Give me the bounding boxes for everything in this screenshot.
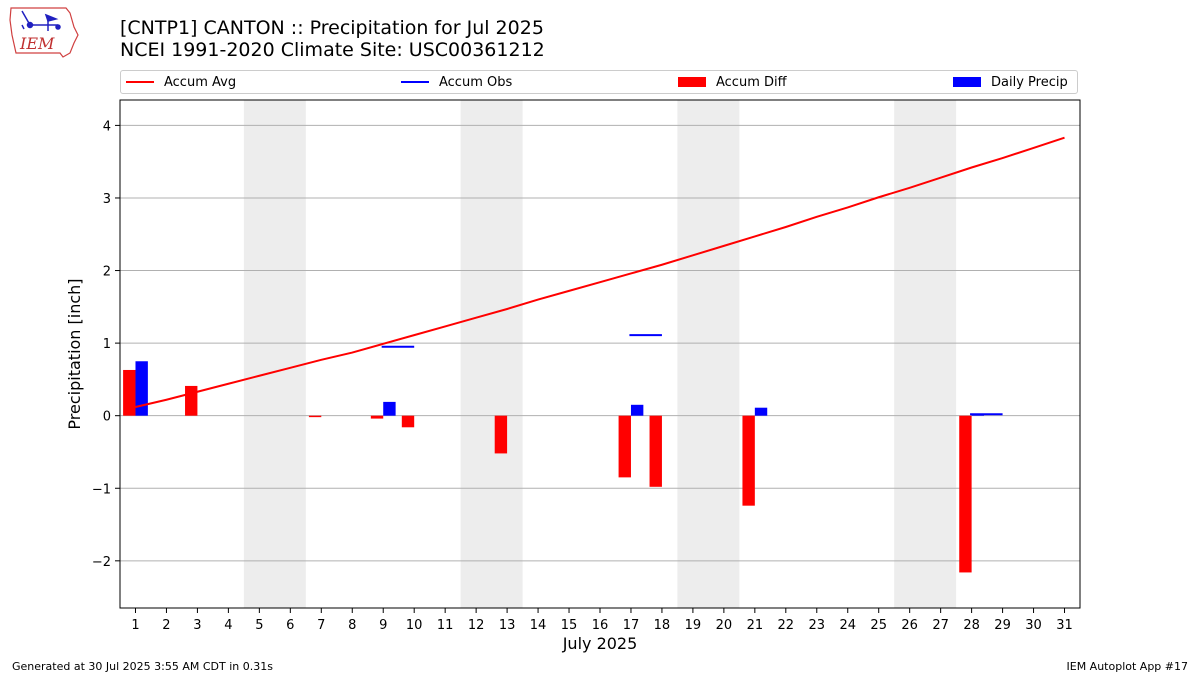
daily-precip-bar xyxy=(754,407,768,416)
accum-diff-bar xyxy=(649,415,662,487)
legend-item-accum-obs: Accum Obs xyxy=(401,71,512,93)
generated-timestamp: Generated at 30 Jul 2025 3:55 AM CDT in … xyxy=(12,660,273,673)
x-tick-label: 17 xyxy=(623,618,640,633)
x-tick-label: 8 xyxy=(348,618,356,633)
accum-diff-bar xyxy=(308,415,322,418)
x-tick-label: 10 xyxy=(406,618,423,633)
weekend-shading xyxy=(894,100,957,608)
x-tick-label: 14 xyxy=(530,618,547,633)
title-line-2: NCEI 1991-2020 Climate Site: USC00361212 xyxy=(120,39,545,61)
x-tick-label: 22 xyxy=(778,618,795,633)
x-tick-label: 5 xyxy=(255,618,263,633)
y-tick-label: 2 xyxy=(103,265,111,280)
accum-diff-bar xyxy=(401,415,415,428)
x-tick-label: 6 xyxy=(286,618,294,633)
x-tick-label: 3 xyxy=(193,618,201,633)
weekend-shading xyxy=(243,100,306,608)
accum-avg-line xyxy=(135,136,1065,408)
y-tick-label: 1 xyxy=(103,337,111,352)
legend-label: Accum Obs xyxy=(439,74,513,90)
legend-line-swatch xyxy=(401,81,429,83)
accum-diff-bar xyxy=(185,385,198,416)
x-tick-label: 31 xyxy=(1056,618,1073,633)
chart-title: [CNTP1] CANTON :: Precipitation for Jul … xyxy=(120,17,545,61)
y-tick-label: −2 xyxy=(92,555,111,570)
iem-logo-text: IEM xyxy=(19,34,55,53)
weather-station-icon xyxy=(21,10,61,31)
daily-precip-bar xyxy=(135,361,148,416)
daily-precip-bar xyxy=(630,404,644,416)
legend-item-accum-avg: Accum Avg xyxy=(126,71,236,93)
x-tick-label: 26 xyxy=(901,618,918,633)
legend-bar-swatch xyxy=(678,77,706,87)
x-axis-label: July 2025 xyxy=(562,634,638,653)
iem-logo: IEM xyxy=(9,7,79,58)
x-tick-label: 29 xyxy=(994,618,1011,633)
y-tick-label: 4 xyxy=(103,119,111,134)
x-tick-label: 24 xyxy=(839,618,856,633)
x-tick-label: 23 xyxy=(809,618,826,633)
legend-label: Daily Precip xyxy=(991,74,1068,90)
legend-item-daily-precip: Daily Precip xyxy=(953,71,1068,93)
x-tick-label: 1 xyxy=(131,618,139,633)
x-tick-label: 4 xyxy=(224,618,232,633)
x-tick-label: 25 xyxy=(870,618,887,633)
accum-diff-bar xyxy=(370,415,384,419)
accum-diff-bar xyxy=(494,415,508,454)
weekend-shading xyxy=(677,100,740,608)
x-tick-label: 13 xyxy=(499,618,516,633)
x-tick-label: 21 xyxy=(747,618,764,633)
x-tick-label: 7 xyxy=(317,618,325,633)
x-tick-label: 12 xyxy=(468,618,485,633)
app-credit: IEM Autoplot App #17 xyxy=(1066,660,1189,673)
x-tick-label: 16 xyxy=(592,618,609,633)
y-tick-label: 0 xyxy=(103,410,111,425)
legend-label: Accum Avg xyxy=(164,74,237,90)
legend-item-accum-diff: Accum Diff xyxy=(678,71,787,93)
x-tick-label: 11 xyxy=(437,618,454,633)
x-tick-label: 2 xyxy=(162,618,170,633)
accum-diff-bar xyxy=(618,415,631,478)
y-tick-label: 3 xyxy=(103,192,111,207)
daily-precip-bar xyxy=(383,401,396,416)
y-axis-label: Precipitation [inch] xyxy=(65,278,84,429)
x-tick-label: 15 xyxy=(561,618,578,633)
title-line-1: [CNTP1] CANTON :: Precipitation for Jul … xyxy=(120,17,544,39)
x-tick-label: 28 xyxy=(963,618,980,633)
accum-diff-bar xyxy=(742,415,755,506)
y-tick-label: −1 xyxy=(92,482,111,497)
x-tick-label: 27 xyxy=(932,618,949,633)
accum-diff-bar xyxy=(959,415,972,573)
legend-bar-swatch xyxy=(953,77,981,87)
legend-label: Accum Diff xyxy=(716,74,787,90)
x-tick-label: 9 xyxy=(379,618,387,633)
x-tick-label: 19 xyxy=(685,618,702,633)
x-tick-label: 20 xyxy=(716,618,733,633)
x-tick-label: 30 xyxy=(1025,618,1042,633)
x-tick-label: 18 xyxy=(654,618,671,633)
legend: Accum Avg Accum Obs Accum Diff Daily Pre… xyxy=(120,70,1078,94)
weekend-shading xyxy=(460,100,523,608)
legend-line-swatch xyxy=(126,81,154,83)
accum-diff-bar xyxy=(123,369,136,416)
